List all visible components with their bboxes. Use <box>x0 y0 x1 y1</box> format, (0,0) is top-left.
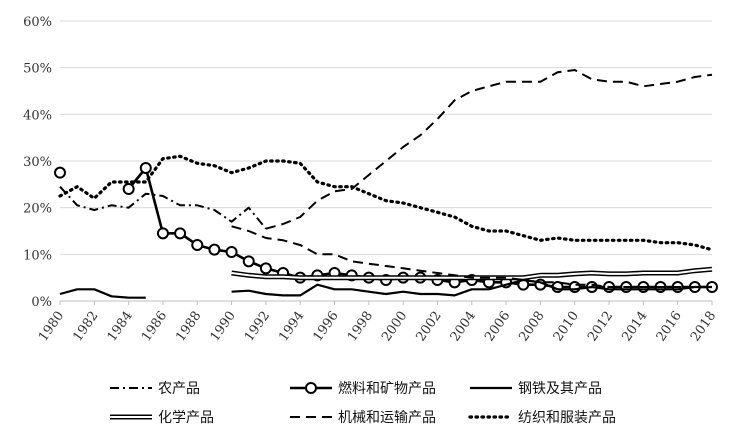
series-line <box>58 154 714 252</box>
legend-label: 纺织和服装产品 <box>518 410 616 426</box>
axes: 0% 10% 20% 30% 40% 50% 60% 1980 1982 1984 1986 1988… <box>23 15 719 344</box>
legend-item: 机械和运输产品 <box>290 410 436 426</box>
series-line <box>231 278 712 297</box>
y-tick-label: 50% <box>23 62 52 77</box>
legend-label: 燃料和矿物产品 <box>338 380 436 397</box>
series-lines <box>54 69 718 299</box>
data-point-marker <box>242 255 255 268</box>
y-tick-label: 10% <box>23 248 52 263</box>
legend-item: 农产品 <box>110 381 200 397</box>
data-point-marker <box>191 239 204 251</box>
legend-label: 机械和运输产品 <box>338 410 436 426</box>
legend-marker <box>305 382 317 394</box>
series-line <box>127 166 712 289</box>
data-point-marker <box>259 262 272 275</box>
x-tick-label: 2016 <box>654 309 685 345</box>
x-tick-label: 1986 <box>139 309 170 345</box>
y-tick-label: 20% <box>23 202 52 217</box>
y-tick-label: 0% <box>31 295 52 310</box>
series-4 <box>231 225 712 288</box>
x-tick-label: 2000 <box>379 309 410 345</box>
series-line <box>231 225 712 288</box>
data-point-marker <box>174 227 187 240</box>
legend-label: 钢铁及其产品 <box>518 381 602 397</box>
x-tick-label: 1998 <box>345 309 376 345</box>
y-tick-label: 30% <box>23 155 52 170</box>
y-tick-label: 60% <box>23 15 52 30</box>
grid <box>60 20 712 302</box>
x-tick-label: 1980 <box>36 309 67 345</box>
x-tick-label: 1990 <box>208 309 239 345</box>
y-tick-label: 40% <box>23 108 52 123</box>
legend-label: 化学产品 <box>158 410 214 426</box>
series-6 <box>58 154 714 252</box>
series-line <box>265 69 713 230</box>
data-point-marker <box>208 243 221 256</box>
data-point-marker <box>122 183 135 195</box>
data-point-marker <box>568 281 581 293</box>
data-point-marker <box>225 246 238 258</box>
x-tick-label: 2014 <box>619 309 650 345</box>
series-5 <box>265 69 713 230</box>
x-tick-label: 2006 <box>482 309 513 345</box>
legend-item: 化学产品 <box>110 410 214 426</box>
data-point-marker <box>139 162 152 174</box>
legend-item: 燃料和矿物产品 <box>290 380 436 397</box>
legend-label: 农产品 <box>158 381 200 397</box>
series-2 <box>59 278 712 299</box>
x-tick-label: 2018 <box>688 309 719 345</box>
x-tick-label: 2004 <box>448 309 479 345</box>
data-point-marker <box>54 166 66 179</box>
x-tick-label: 1996 <box>311 309 342 345</box>
x-tick-label: 1994 <box>276 309 307 345</box>
legend-item: 钢铁及其产品 <box>470 381 602 397</box>
series-line <box>59 288 146 299</box>
x-tick-label: 1992 <box>242 309 273 345</box>
x-tick-label: 1988 <box>173 309 204 345</box>
x-tick-label: 2012 <box>585 309 616 345</box>
data-point-marker <box>156 227 169 240</box>
series-line <box>59 186 267 230</box>
x-tick-label: 2010 <box>551 309 582 345</box>
x-tick-label: 2002 <box>413 309 444 345</box>
x-tick-label: 2008 <box>516 309 547 345</box>
legend-item: 纺织和服装产品 <box>468 410 616 426</box>
x-tick-label: 1984 <box>105 309 136 345</box>
x-tick-label: 1982 <box>70 309 101 345</box>
series-0 <box>59 186 267 230</box>
